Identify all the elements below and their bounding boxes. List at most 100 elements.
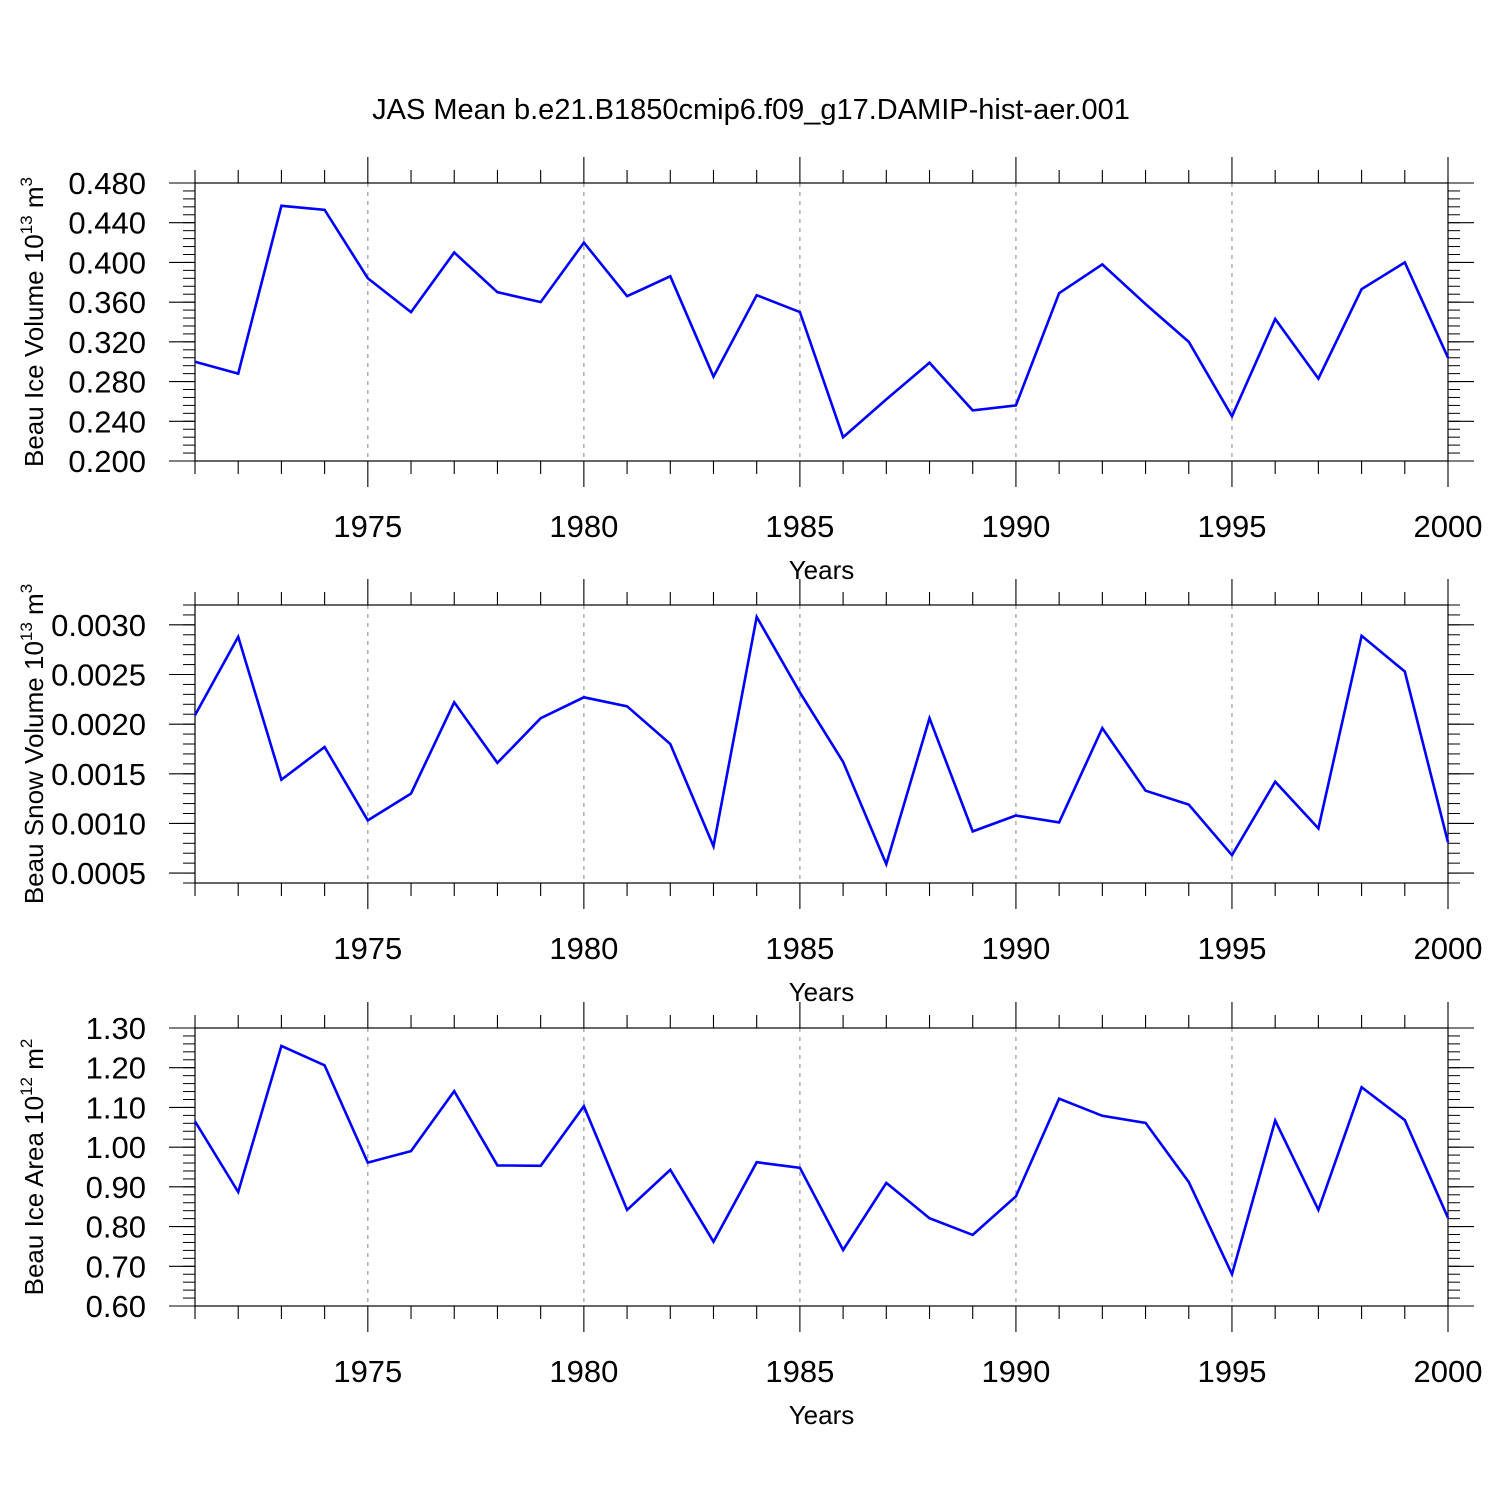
panel-2-data-point xyxy=(539,716,543,720)
panel-3-data-point xyxy=(1014,1194,1018,1198)
panel-2-data-point xyxy=(1403,670,1407,674)
panel-1-data-point xyxy=(452,251,456,255)
panel-3-data-point xyxy=(1144,1121,1148,1125)
panel-3-y-tick-label: 1.20 xyxy=(86,1051,146,1086)
panel-1-data-point xyxy=(884,397,888,401)
panel-1-data-point xyxy=(711,375,715,379)
panel-2-data-point xyxy=(409,792,413,796)
panel-2-data-point xyxy=(495,761,499,765)
panel-3-y-tick-label: 0.80 xyxy=(86,1210,146,1245)
panel-1-data-point xyxy=(668,274,672,278)
panel-3-x-axis-label: Years xyxy=(789,1400,855,1430)
panel-1-y-tick-label: 0.360 xyxy=(68,285,146,320)
panel-2-x-tick-label: 1975 xyxy=(333,931,402,966)
panel-2-y-axis-label: Beau Snow Volume 1013 m3 xyxy=(17,584,49,904)
panel-1-data-point xyxy=(755,293,759,297)
panel-3-y-tick-label: 0.90 xyxy=(86,1170,146,1205)
panel-1-series-line xyxy=(194,204,1450,440)
panel-2-data-point xyxy=(236,635,240,639)
panel-1-y-tick-label: 0.480 xyxy=(68,166,146,201)
panel-3-y-tick-label: 1.30 xyxy=(86,1011,146,1046)
panel-2-data-point xyxy=(625,704,629,708)
panel-3-data-point xyxy=(1360,1085,1364,1089)
panel-2-series-line xyxy=(193,613,1450,868)
panel-2-data-point xyxy=(366,818,370,822)
panel-1-data-point xyxy=(1230,414,1234,418)
panel-2-data-point xyxy=(1316,826,1320,830)
panel-1-data-point xyxy=(625,294,629,298)
panel-1-x-tick-label: 1995 xyxy=(1197,509,1266,544)
panel-3-y-tick-label: 0.70 xyxy=(86,1249,146,1284)
panel-2-y-tick-label: 0.0005 xyxy=(51,856,146,891)
panel-3-x-tick-label: 1975 xyxy=(333,1354,402,1389)
panel-2-data-point xyxy=(1360,634,1364,638)
panel-2-x-tick-label: 1985 xyxy=(765,931,834,966)
panel-3-data-point xyxy=(1057,1097,1061,1101)
panel-1-x-tick-label: 2000 xyxy=(1414,509,1483,544)
panel-2-x-tick-label: 1990 xyxy=(981,931,1050,966)
panel-3-frame xyxy=(194,1027,1449,1307)
panel-3-data-point xyxy=(928,1216,932,1220)
panel-3-data-point xyxy=(236,1190,240,1194)
panel-3-data-point xyxy=(668,1168,672,1172)
panel-1-data-point xyxy=(798,310,802,314)
panel-1-x-tick-label: 1985 xyxy=(765,509,834,544)
panel-2-data-point xyxy=(884,862,888,866)
panel-2-frame xyxy=(194,604,1449,884)
panel-1-y-tick-label: 0.320 xyxy=(68,325,146,360)
panel-1-data-point xyxy=(1144,302,1148,306)
panel-1-data-point xyxy=(1273,317,1277,321)
panel-3-x-tick-label: 1995 xyxy=(1197,1354,1266,1389)
panel-2-data-point xyxy=(1100,726,1104,730)
panel-3-x-tick-label: 1980 xyxy=(549,1354,618,1389)
panel-3-data-point xyxy=(582,1104,586,1108)
panel-1-y-axis-label: Beau Ice Volume 1013 m3 xyxy=(17,177,49,467)
panel-2-data-point xyxy=(1144,789,1148,793)
panel-3-data-point xyxy=(884,1181,888,1185)
panel-2-data-point xyxy=(193,713,197,717)
panel-1-data-point xyxy=(1360,287,1364,291)
panel-1-frame xyxy=(194,182,1449,462)
panel-2-y-tick-label: 0.0020 xyxy=(51,707,146,742)
panel-3-x-tick-label: 1990 xyxy=(981,1354,1050,1389)
panel-3-data-point xyxy=(1230,1272,1234,1276)
chart-title: JAS Mean b.e21.B1850cmip6.f09_g17.DAMIP-… xyxy=(372,94,1130,126)
panel-1-data-point xyxy=(323,208,327,212)
panel-1-y-tick-label: 0.240 xyxy=(68,404,146,439)
panel-2-x-tick-label: 2000 xyxy=(1414,931,1483,966)
panel-3-y-tick-label: 0.60 xyxy=(86,1289,146,1324)
panel-3-data-point xyxy=(1100,1114,1104,1118)
panel-2-data-point xyxy=(928,716,932,720)
panel-1-y-tick-label: 0.400 xyxy=(68,245,146,280)
panel-2-data-point xyxy=(582,695,586,699)
panel-3-data-point xyxy=(409,1149,413,1153)
panel-1-data-point xyxy=(971,408,975,412)
panel-2-x-axis-label: Years xyxy=(789,977,855,1007)
panel-1-data-point xyxy=(409,310,413,314)
panel-1-data-point xyxy=(279,204,283,208)
panel-3-data-point xyxy=(279,1044,283,1048)
panel-1-data-point xyxy=(1187,340,1191,344)
panel-1-data-point xyxy=(1446,356,1450,360)
panel-3-data-point xyxy=(1446,1216,1450,1220)
panel-3-data-point xyxy=(495,1163,499,1167)
panel-1-data-point xyxy=(1014,403,1018,407)
panel-3-data-point xyxy=(1316,1208,1320,1212)
panel-2-data-point xyxy=(1057,820,1061,824)
panel-1-data-point xyxy=(841,435,845,439)
panel-1-y-tick-label: 0.200 xyxy=(68,444,146,479)
panel-3-y-tick-label: 1.00 xyxy=(86,1130,146,1165)
panel-3-data-point xyxy=(193,1119,197,1123)
panel-3-data-point xyxy=(539,1164,543,1168)
panel-3-data-point xyxy=(1403,1118,1407,1122)
panel-1-data-point xyxy=(1403,260,1407,264)
panel-2-data-point xyxy=(1273,780,1277,784)
panel-3-y-tick-label: 1.10 xyxy=(86,1090,146,1125)
panel-2-data-point xyxy=(1014,813,1018,817)
panel-2-data-point xyxy=(1446,840,1450,844)
panel-1-x-tick-label: 1980 xyxy=(549,509,618,544)
panel-3-data-point xyxy=(366,1161,370,1165)
panel-3-x-tick-label: 1985 xyxy=(765,1354,834,1389)
panel-1-data-point xyxy=(928,361,932,365)
